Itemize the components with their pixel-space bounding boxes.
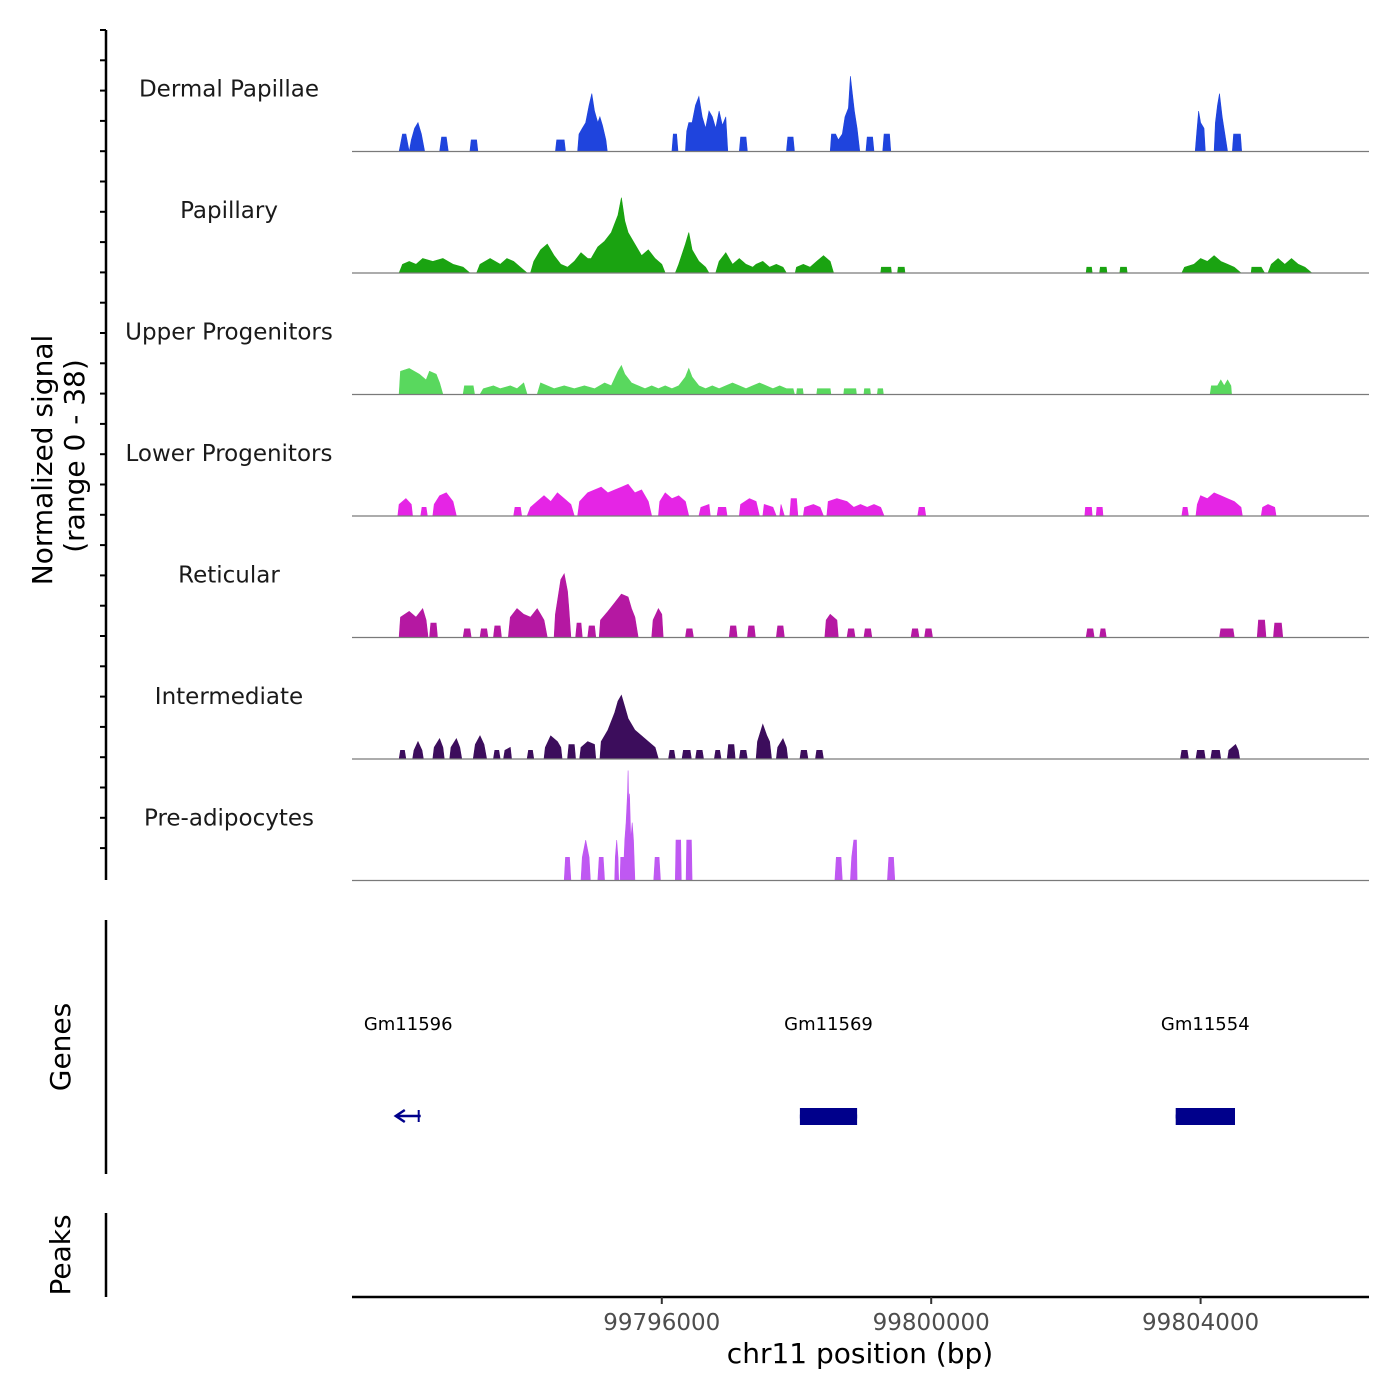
- x-tick-label: 99800000: [873, 1310, 990, 1336]
- gene-label: Gm11596: [364, 1014, 453, 1035]
- y-axis-range-label: (range 0 - 38): [58, 359, 91, 553]
- strand-arrow: [393, 1108, 406, 1124]
- track-papillary: Papillary: [180, 197, 1369, 274]
- track-upper-progenitors: Upper Progenitors: [125, 320, 1369, 396]
- gene-gm11596: Gm11596: [364, 1014, 453, 1124]
- x-axis-ticks: 99796000 99800000 99804000: [603, 1297, 1259, 1336]
- gene-label: Gm11569: [784, 1014, 873, 1035]
- track-label: Lower Progenitors: [126, 441, 333, 467]
- coverage-y-ticks: [100, 29, 106, 850]
- x-tick-label: 99796000: [603, 1310, 720, 1336]
- signal-area: [398, 197, 1313, 274]
- track-intermediate: Intermediate: [155, 684, 1369, 760]
- peaks-panel-label: Peaks: [44, 1214, 77, 1295]
- track-label: Reticular: [178, 563, 280, 589]
- track-label: Pre-adipocytes: [144, 806, 314, 832]
- track-label: Upper Progenitors: [125, 320, 333, 346]
- gene-gm11569: Gm11569: [784, 1014, 873, 1125]
- signal-area: [563, 770, 896, 881]
- x-axis-title: chr11 position (bp): [727, 1337, 993, 1370]
- signal-area: [398, 76, 1243, 152]
- y-axis-title: Normalized signal: [26, 335, 59, 586]
- gene-annotations: Gm11596 Gm11569 Gm11554: [364, 1014, 1250, 1125]
- track-reticular: Reticular: [178, 563, 1369, 639]
- track-lower-progenitors: Lower Progenitors: [126, 441, 1369, 517]
- signal-area: [397, 483, 1277, 517]
- genes-panel-label: Genes: [44, 1003, 77, 1091]
- gene-label: Gm11554: [1161, 1014, 1250, 1035]
- track-dermal-papillae: Dermal Papillae: [139, 76, 1369, 153]
- track-pre-adipocytes: Pre-adipocytes: [144, 770, 1369, 882]
- coverage-tracks: Dermal Papillae Papillary Upper Progenitor…: [125, 76, 1369, 882]
- signal-area: [398, 572, 1284, 638]
- track-label: Intermediate: [155, 684, 303, 710]
- track-label: Papillary: [180, 198, 278, 224]
- signal-area: [398, 364, 1232, 395]
- signal-area: [398, 694, 1241, 760]
- gene-gm11554: Gm11554: [1161, 1014, 1250, 1125]
- track-label: Dermal Papillae: [139, 77, 319, 103]
- x-tick-label: 99804000: [1142, 1310, 1259, 1336]
